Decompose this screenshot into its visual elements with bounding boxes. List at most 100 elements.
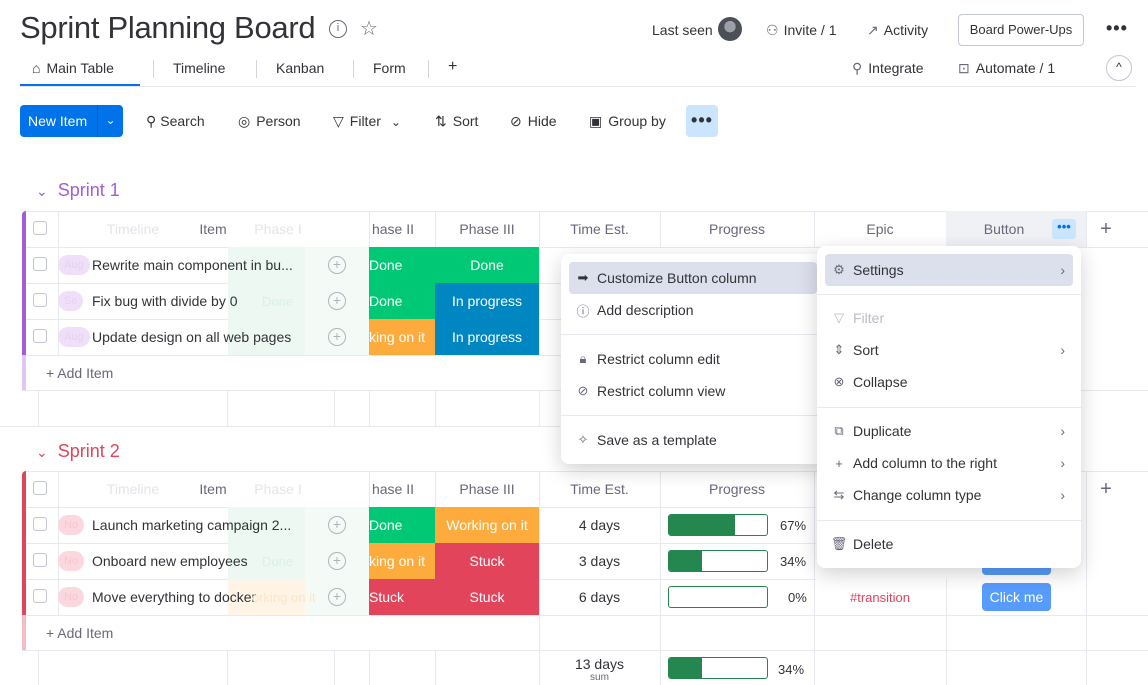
menu-save-as-template[interactable]: ✧ Save as a template — [569, 424, 817, 456]
column-header-phase1[interactable]: Phase I — [254, 221, 302, 237]
phase1-status[interactable]: Done — [262, 553, 294, 569]
add-update-icon[interactable]: + — [328, 328, 346, 346]
row-checkbox[interactable] — [33, 553, 47, 567]
item-name[interactable]: Launch marketing campaign 2... — [92, 517, 292, 533]
select-all-checkbox[interactable] — [33, 481, 47, 495]
click-me-button[interactable]: Click me — [982, 583, 1051, 611]
menu-duplicate[interactable]: ⧉ Duplicate › — [825, 415, 1073, 447]
add-update-icon[interactable]: + — [328, 256, 346, 274]
column-header-phase1[interactable]: Phase I — [254, 481, 302, 497]
avatar[interactable] — [718, 17, 742, 41]
add-update-icon[interactable]: + — [328, 588, 346, 606]
column-header-phase3[interactable]: Phase III — [459, 481, 515, 497]
chevron-down-icon[interactable]: ⌄ — [97, 105, 123, 137]
timeline-pill[interactable]: No — [58, 515, 85, 535]
menu-customize-button-column[interactable]: ➡ Customize Button column — [569, 262, 817, 294]
phase3-status[interactable]: Stuck — [435, 579, 539, 615]
timeline-pill[interactable]: Aug — [58, 255, 90, 275]
board-more-icon[interactable]: ••• — [1106, 18, 1128, 38]
menu-change-column-type[interactable]: ⇆ Change column type › — [825, 479, 1073, 511]
column-header-phase2[interactable]: hase II — [371, 481, 415, 497]
last-seen-label[interactable]: Last seen — [652, 22, 713, 38]
column-header-item[interactable]: Item — [199, 221, 227, 237]
phase1-status[interactable]: orking on it — [252, 589, 316, 605]
add-update-icon[interactable]: + — [328, 552, 346, 570]
column-header-time-est[interactable]: Time Est. — [570, 221, 629, 237]
timeline-pill[interactable]: Aug — [58, 327, 90, 347]
menu-collapse[interactable]: ⊗ Collapse — [825, 366, 1073, 398]
phase3-status[interactable]: Working on it — [435, 507, 539, 543]
sort-button[interactable]: ⇅ Sort — [435, 113, 479, 129]
row-checkbox[interactable] — [33, 329, 47, 343]
activity-button[interactable]: ↗ Activity — [867, 22, 929, 38]
filter-button[interactable]: ▽ Filter ⌄ — [333, 113, 401, 129]
timeline-pill[interactable]: Se — [58, 291, 84, 311]
sprint2-toggle[interactable]: ⌄ Sprint 2 — [36, 441, 120, 461]
item-name[interactable]: Onboard new employees — [92, 553, 248, 569]
time-estimate[interactable]: 3 days — [578, 553, 621, 569]
menu-restrict-edit[interactable]: 🔒︎ Restrict column edit — [569, 343, 817, 375]
add-column-button[interactable]: + — [1100, 477, 1112, 500]
column-header-time-est[interactable]: Time Est. — [570, 481, 629, 497]
timeline-pill[interactable]: No — [58, 551, 85, 571]
column-header-timeline[interactable]: Timeline — [106, 481, 160, 497]
tab-kanban[interactable]: Kanban — [276, 60, 325, 76]
sprint2-add-item[interactable]: + Add Item — [46, 625, 114, 641]
phase2-status[interactable]: Done — [369, 283, 435, 319]
add-update-icon[interactable]: + — [328, 516, 346, 534]
item-name[interactable]: Fix bug with divide by 0 — [92, 293, 238, 309]
phase3-status[interactable]: Done — [435, 247, 539, 283]
menu-sort[interactable]: ⇕ Sort › — [825, 334, 1073, 366]
column-menu-icon[interactable]: ••• — [1052, 219, 1076, 239]
automate-button[interactable]: ⊡ Automate / 1 — [958, 60, 1056, 76]
integrate-button[interactable]: ⚲ Integrate — [852, 60, 924, 76]
phase3-status[interactable]: In progress — [435, 283, 539, 319]
board-title[interactable]: Sprint Planning Board — [20, 10, 316, 45]
search-button[interactable]: ⚲ Search — [146, 113, 205, 129]
tab-form[interactable]: Form — [373, 60, 406, 76]
info-icon[interactable]: i — [329, 20, 347, 38]
new-item-button[interactable]: New Item ⌄ — [20, 105, 123, 137]
column-header-phase2[interactable]: hase II — [371, 221, 415, 237]
timeline-pill[interactable]: No — [58, 587, 85, 607]
toolbar-more-button[interactable]: ••• — [686, 105, 718, 137]
menu-delete[interactable]: 🗑︎ Delete — [825, 528, 1073, 560]
column-header-progress[interactable]: Progress — [708, 481, 766, 497]
row-checkbox[interactable] — [33, 517, 47, 531]
row-checkbox[interactable] — [33, 589, 47, 603]
item-name[interactable]: Move everything to docker — [92, 589, 257, 605]
add-update-icon[interactable]: + — [328, 292, 346, 310]
menu-add-column-right[interactable]: + Add column to the right › — [825, 447, 1073, 479]
phase3-status[interactable]: In progress — [435, 319, 539, 355]
item-name[interactable]: Rewrite main component in bu... — [92, 257, 293, 273]
column-header-phase3[interactable]: Phase III — [459, 221, 515, 237]
invite-button[interactable]: ⚇ Invite / 1 — [766, 22, 837, 38]
menu-filter[interactable]: ▽ Filter — [825, 302, 1073, 334]
hide-button[interactable]: ⊘ Hide — [510, 113, 557, 129]
row-checkbox[interactable] — [33, 293, 47, 307]
tab-main-table[interactable]: ⌂ Main Table — [32, 60, 114, 76]
tab-timeline[interactable]: Timeline — [173, 60, 226, 76]
phase2-status[interactable]: king on it — [369, 319, 435, 355]
item-name[interactable]: Update design on all web pages — [92, 329, 292, 345]
star-icon[interactable]: ☆ — [360, 18, 378, 40]
epic-tag[interactable]: #transition — [850, 589, 910, 605]
time-estimate[interactable]: 6 days — [578, 589, 621, 605]
phase3-status[interactable]: Stuck — [435, 543, 539, 579]
group-by-button[interactable]: ▣ Group by — [589, 113, 666, 129]
column-header-item[interactable]: Item — [199, 481, 227, 497]
collapse-header-button[interactable]: ^ — [1106, 55, 1132, 81]
person-filter-button[interactable]: ◎ Person — [238, 113, 301, 129]
row-checkbox[interactable] — [33, 257, 47, 271]
add-view-button[interactable]: + — [448, 58, 458, 75]
phase1-status[interactable]: Done — [262, 293, 294, 309]
sprint1-add-item[interactable]: + Add Item — [46, 365, 114, 381]
sprint1-toggle[interactable]: ⌄ Sprint 1 — [36, 180, 120, 200]
board-powerups-button[interactable]: Board Power-Ups — [958, 14, 1084, 46]
select-all-checkbox[interactable] — [33, 221, 47, 235]
phase2-status[interactable]: Done — [369, 507, 435, 543]
time-estimate[interactable]: 4 days — [578, 517, 621, 533]
column-header-epic[interactable]: Epic — [866, 221, 894, 237]
column-header-timeline[interactable]: Timeline — [106, 221, 160, 237]
column-header-progress[interactable]: Progress — [708, 221, 766, 237]
